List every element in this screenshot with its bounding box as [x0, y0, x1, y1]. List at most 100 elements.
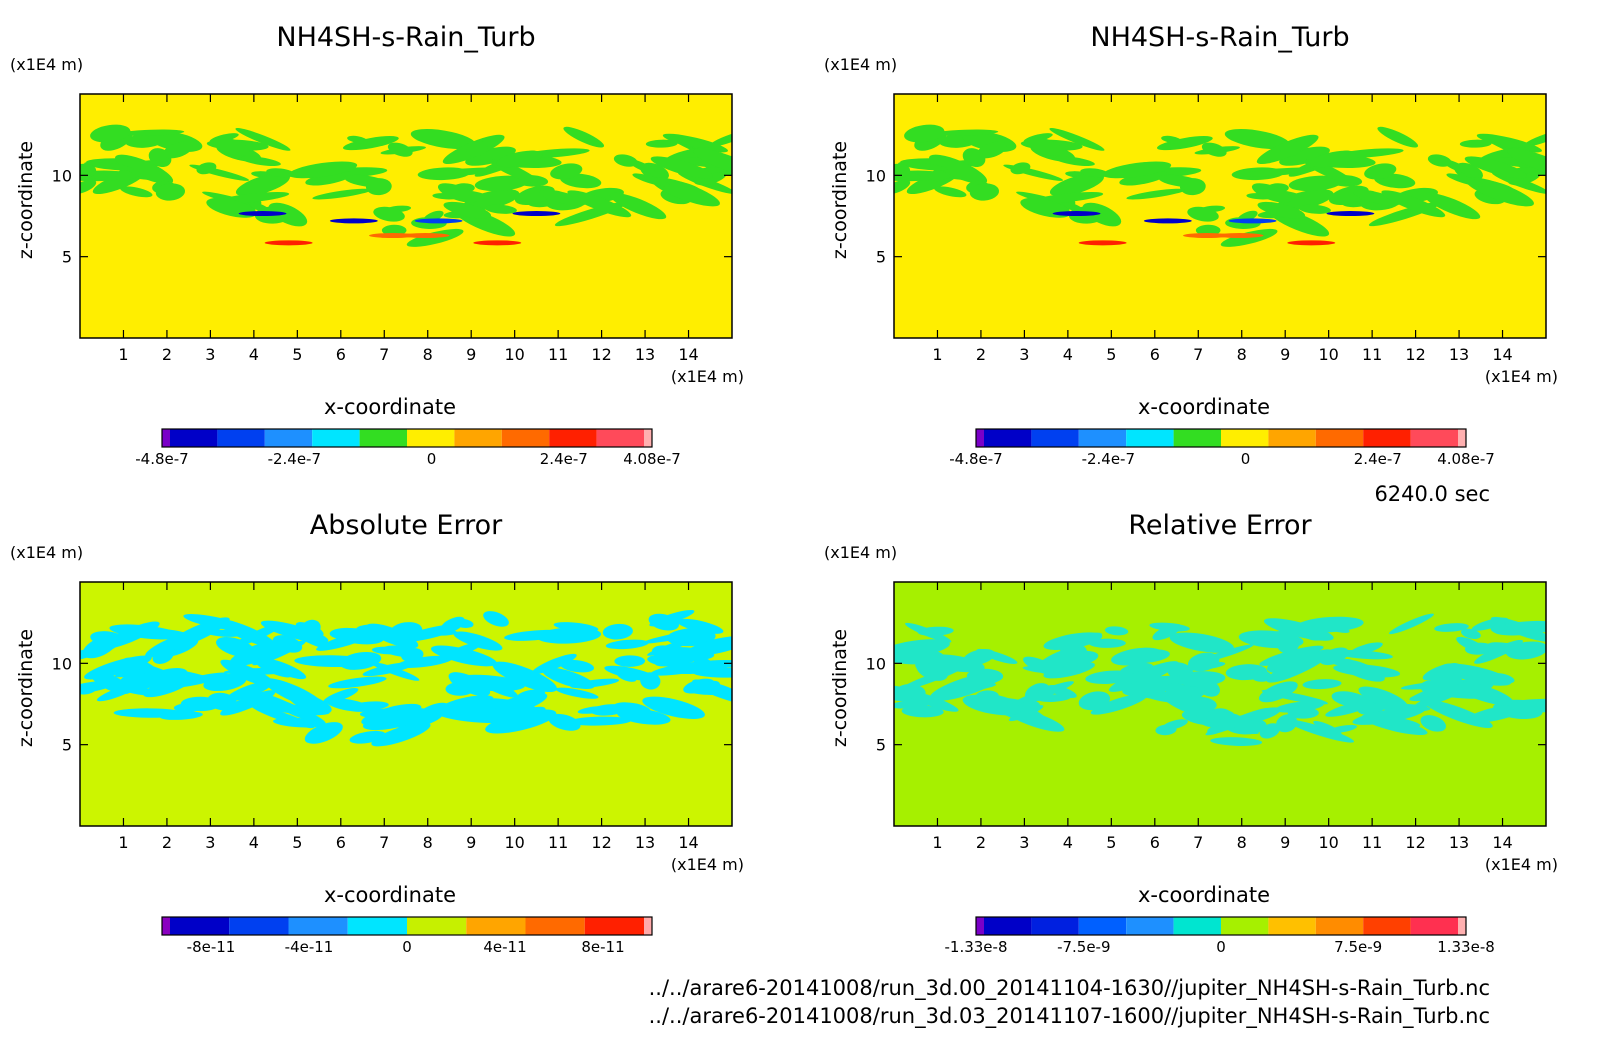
field-streak [225, 681, 273, 702]
field-streak [627, 159, 656, 174]
field-streak [120, 186, 153, 198]
field-pattern [80, 609, 732, 747]
field-streak [465, 146, 516, 166]
field-streak [539, 189, 587, 206]
colorbar-swatch [170, 429, 218, 447]
x-axis-label: x-coordinate [324, 395, 456, 419]
field-streak [1296, 616, 1364, 633]
field-streak [894, 647, 945, 665]
colorbar-swatch [1268, 917, 1316, 935]
x-tick-label: 10 [1318, 345, 1338, 364]
field-streak [312, 188, 372, 200]
y-tick-label: 5 [62, 248, 72, 267]
colorbar-swatch [162, 917, 170, 935]
field-streak [1310, 150, 1357, 168]
field-streak [931, 129, 999, 136]
colorbar-swatch [347, 917, 407, 935]
field-streak [1420, 715, 1447, 732]
field-streak [410, 128, 476, 150]
x-tick-label: 5 [292, 345, 302, 364]
field-streak [567, 190, 632, 218]
field-streak [220, 659, 276, 688]
field-streak [1149, 622, 1190, 632]
field-streak [203, 673, 247, 692]
field-streak [143, 676, 193, 698]
field-streak [389, 622, 423, 641]
chart-title: Relative Error [1128, 510, 1312, 541]
x-tick-label: 9 [466, 833, 476, 852]
field-streak [371, 722, 431, 747]
field-streak [401, 648, 424, 663]
x-tick-label: 9 [1280, 833, 1290, 852]
field-streak [189, 164, 250, 181]
field-streak [262, 641, 298, 651]
field-streak [609, 192, 667, 220]
field-streak [901, 705, 944, 718]
field-streak [1434, 623, 1469, 632]
colorbar-label: -8e-11 [187, 938, 236, 956]
field-streak [216, 619, 276, 647]
field-streak [553, 622, 599, 632]
colorbar-swatch [229, 917, 289, 935]
x-tick-label: 12 [1405, 833, 1425, 852]
colorbar-swatch [525, 917, 585, 935]
field-pattern [80, 124, 732, 247]
x-tick-label: 13 [1449, 345, 1469, 364]
x-tick-label: 4 [249, 345, 259, 364]
colorbar-swatch [1031, 429, 1079, 447]
field-streak [1220, 228, 1278, 247]
field-streak [1187, 206, 1219, 222]
colorbar-label: 0 [1216, 938, 1226, 956]
colorbar-swatch [162, 429, 170, 447]
field-streak [1104, 626, 1129, 636]
field-streak [450, 674, 526, 692]
field-streak [430, 645, 497, 667]
colorbar-swatch [1363, 429, 1411, 447]
field-streak [1108, 661, 1179, 692]
x-tick-label: 3 [205, 833, 215, 852]
colorbar-label: -2.4e-7 [1082, 450, 1135, 468]
field-streak [905, 622, 952, 643]
field-streak [261, 658, 307, 680]
x-tick-label: 10 [504, 345, 524, 364]
field-streak [1054, 156, 1095, 167]
field-core [414, 218, 463, 224]
field-streak [1364, 163, 1397, 180]
x-tick-label: 9 [466, 345, 476, 364]
colorbar-label: 0 [427, 450, 437, 468]
colorbar-swatch [1031, 917, 1079, 935]
field-streak [692, 667, 732, 678]
field-streak [1489, 137, 1520, 149]
field-streak [1459, 139, 1492, 148]
field-streak [648, 613, 680, 631]
field-streak [1179, 178, 1206, 196]
field-streak [387, 142, 413, 157]
colorbar-swatch [1458, 917, 1466, 935]
colorbar-frame [975, 428, 1467, 448]
x-tick-label: 13 [635, 833, 655, 852]
colorbar-label: 7.5e-9 [1334, 938, 1382, 956]
field-streak [373, 206, 405, 222]
x-tick-label: 1 [118, 833, 128, 852]
colorbar-swatch [644, 429, 652, 447]
field-streak [1377, 126, 1419, 148]
x-tick-label: 11 [1362, 345, 1382, 364]
field-streak [963, 697, 1024, 706]
field-streak [1008, 705, 1044, 722]
field-streak [1259, 645, 1324, 666]
field-core [238, 211, 287, 217]
field-streak [555, 687, 599, 699]
field-streak [1052, 650, 1099, 667]
field-streak [616, 671, 637, 682]
field-streak [898, 161, 948, 171]
field-streak [1047, 684, 1077, 699]
x-tick-label: 5 [1106, 345, 1116, 364]
field-streak [894, 163, 911, 181]
field-streak [1280, 140, 1302, 157]
colorbar-swatch [170, 917, 230, 935]
field-streak [1275, 701, 1324, 713]
x-tick-label: 3 [1019, 345, 1029, 364]
